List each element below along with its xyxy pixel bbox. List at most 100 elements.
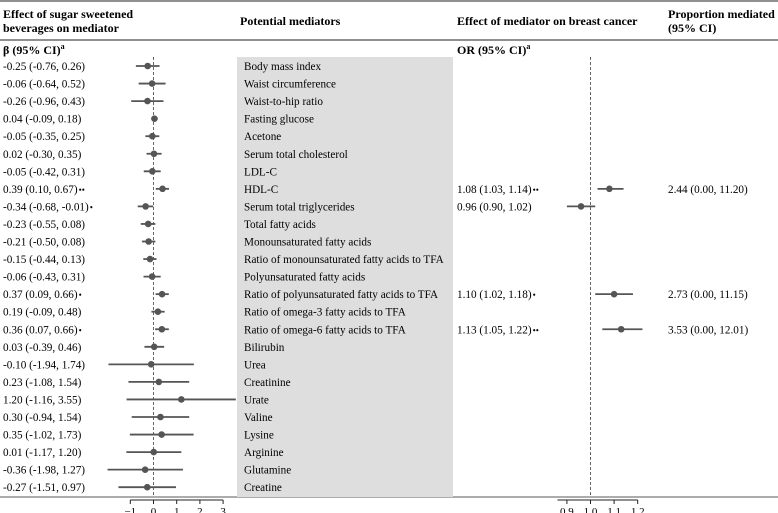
beta-text: -0.27 (-1.51, 0.97): [3, 482, 85, 494]
mediator-label: Waist circumference: [244, 79, 336, 91]
mediator-label: HDL-C: [244, 184, 278, 196]
beta-point: [144, 220, 152, 228]
header-proportion: Proportion mediated (95% CI): [668, 7, 778, 35]
left-axis-tick-label: 3: [220, 506, 226, 513]
beta-significance: •: [79, 290, 82, 300]
beta-point: [141, 466, 149, 473]
or-point: [606, 185, 613, 193]
beta-point: [158, 290, 166, 298]
beta-point: [148, 273, 156, 280]
mediator-label: Ratio of omega-3 fatty acids to TFA: [244, 307, 406, 319]
beta-point: [142, 203, 149, 210]
beta-point: [144, 97, 151, 105]
right-x-axis: 0.9 1.0 1.1 1.2: [557, 499, 645, 513]
mediator-label: Ratio of polyunsaturated fatty acids to …: [244, 289, 438, 301]
beta-significance: •: [79, 325, 82, 335]
beta-significance: •: [90, 202, 93, 212]
or-significance: ••: [533, 325, 539, 335]
left-axis-tick-label: 2: [197, 506, 203, 513]
or-text: 1.08 (1.03, 1.14)••: [457, 184, 539, 196]
or-significance: •: [533, 290, 536, 300]
beta-text: 0.04 (-0.09, 0.18): [3, 114, 82, 126]
beta-text: -0.23 (-0.55, 0.08): [3, 219, 85, 231]
beta-text: -0.15 (-0.44, 0.13): [3, 254, 85, 266]
right-axis-tick-label: 1.0: [584, 506, 598, 513]
beta-text: -0.26 (-0.96, 0.43): [3, 96, 85, 108]
mediator-label: Body mass index: [244, 61, 321, 73]
beta-text: 0.23 (-1.08, 1.54): [3, 377, 82, 389]
beta-point: [158, 431, 165, 438]
or-subheader: OR (95% CI)a: [457, 42, 530, 57]
or-text: 0.96 (0.90, 1.02): [457, 201, 532, 213]
or-text: 1.13 (1.05, 1.22)••: [457, 324, 539, 336]
beta-point: [148, 80, 156, 87]
beta-text: 0.36 (0.07, 0.66)•: [3, 324, 82, 336]
mediator-label: Urea: [244, 359, 266, 371]
beta-text: -0.05 (-0.42, 0.31): [3, 166, 85, 178]
mediator-label: Waist-to-hip ratio: [244, 96, 323, 108]
beta-text: 0.01 (-1.17, 1.20): [3, 447, 82, 459]
left-x-axis: −1 0 1 2 3: [124, 499, 226, 513]
mediator-label: Bilirubin: [244, 342, 285, 354]
mediator-label: Lysine: [244, 430, 274, 442]
beta-text: 0.35 (-1.02, 1.73): [3, 430, 82, 442]
beta-point: [143, 483, 151, 491]
beta-text: 0.39 (0.10, 0.67)••: [3, 184, 85, 196]
beta-point: [144, 62, 151, 70]
beta-text: -0.36 (-1.98, 1.27): [3, 465, 85, 477]
beta-text: 0.03 (-0.39, 0.46): [3, 342, 82, 354]
beta-point: [158, 325, 166, 333]
mediator-column-shade: [237, 57, 453, 497]
beta-point: [150, 150, 158, 158]
mediator-label: Monounsaturated fatty acids: [244, 237, 371, 249]
or-text: 1.10 (1.02, 1.18)•: [457, 289, 536, 301]
or-point: [610, 290, 618, 298]
mediator-label: Creatinine: [244, 377, 291, 389]
beta-subheader: β (95% CI)a: [3, 42, 65, 57]
beta-text: 0.37 (0.09, 0.66)•: [3, 289, 82, 301]
mediator-label: LDL-C: [244, 166, 277, 178]
mediator-label: Ratio of monounsaturated fatty acids to …: [244, 254, 444, 266]
or-point: [617, 325, 625, 333]
mediator-label: Serum total triglycerides: [244, 201, 355, 213]
beta-text: 0.19 (-0.09, 0.48): [3, 307, 82, 319]
mediator-label: Fasting glucose: [244, 114, 314, 126]
mediator-label: Arginine: [244, 447, 284, 459]
beta-text: -0.05 (-0.35, 0.25): [3, 131, 85, 143]
beta-text: -0.21 (-0.50, 0.08): [3, 237, 85, 249]
left-axis-tick-label: −1: [124, 506, 136, 513]
or-significance: ••: [533, 185, 539, 195]
mediator-label: Total fatty acids: [244, 219, 316, 231]
beta-point: [149, 132, 156, 140]
header-mediators: Potential mediators: [240, 14, 341, 28]
beta-point: [154, 308, 162, 316]
proportion-text: 3.53 (0.00, 12.01): [668, 324, 748, 336]
beta-text: -0.06 (-0.43, 0.31): [3, 272, 85, 284]
mediator-label: Acetone: [244, 131, 281, 143]
beta-point: [147, 361, 155, 368]
right-axis-tick-label: 1.1: [607, 506, 621, 513]
beta-point: [151, 115, 158, 122]
beta-text: 0.30 (-0.94, 1.54): [3, 412, 82, 424]
mediator-label: Valine: [244, 412, 273, 424]
beta-text: -0.34 (-0.68, -0.01)•: [3, 201, 93, 213]
beta-point: [145, 238, 152, 245]
right-axis-tick-label: 0.9: [560, 506, 574, 513]
right-axis-tick-label: 1.2: [631, 506, 645, 513]
beta-text: 1.20 (-1.16, 3.55): [3, 394, 82, 406]
mediator-label: Polyunsaturated fatty acids: [244, 272, 365, 284]
proportion-text: 2.73 (0.00, 11.15): [668, 289, 748, 301]
left-axis-tick-label: 1: [174, 506, 180, 513]
left-axis-tick-label: 0: [151, 506, 157, 513]
beta-text: -0.06 (-0.64, 0.52): [3, 79, 85, 91]
beta-point: [146, 255, 154, 263]
beta-text: -0.10 (-1.94, 1.74): [3, 359, 85, 371]
forest-rows: -0.25 (-0.76, 0.26) Body mass index -0.06 …: [3, 61, 748, 494]
beta-point: [150, 448, 158, 456]
header-effect-bc: Effect of mediator on breast cancer: [457, 14, 638, 28]
mediator-label: Ratio of omega-6 fatty acids to TFA: [244, 324, 406, 336]
beta-point: [155, 378, 163, 386]
or-point: [577, 203, 585, 210]
mediator-label: Creatine: [244, 482, 282, 494]
